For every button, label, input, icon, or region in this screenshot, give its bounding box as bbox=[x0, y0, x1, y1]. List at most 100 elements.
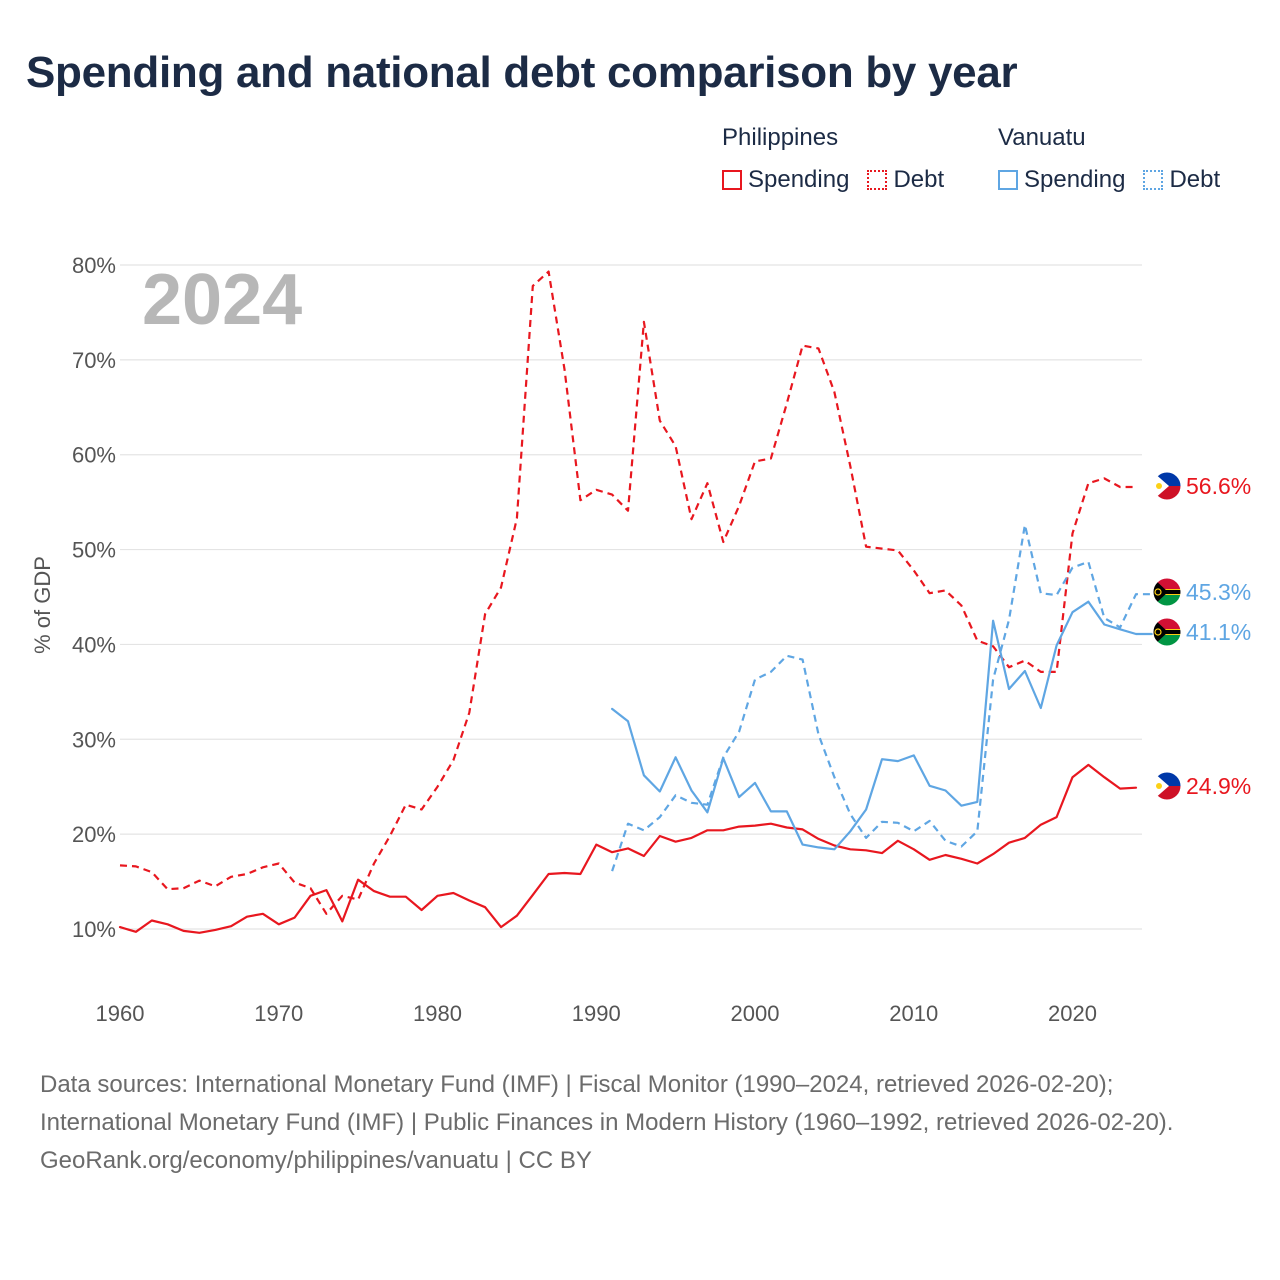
philippines-debt-point[interactable] bbox=[1101, 475, 1107, 481]
philippines-spending-point[interactable] bbox=[641, 853, 647, 859]
philippines-debt-point[interactable] bbox=[593, 487, 599, 493]
philippines-spending-point[interactable] bbox=[1085, 762, 1091, 768]
vanuatu-debt-point[interactable] bbox=[800, 657, 806, 663]
philippines-debt-point[interactable] bbox=[831, 389, 837, 395]
philippines-debt-point[interactable] bbox=[673, 443, 679, 449]
vanuatu-spending-point[interactable] bbox=[1117, 626, 1123, 632]
philippines-debt-point[interactable] bbox=[784, 401, 790, 407]
philippines-debt-point[interactable] bbox=[847, 463, 853, 469]
philippines-debt-point[interactable] bbox=[1006, 664, 1012, 670]
vanuatu-debt-point[interactable] bbox=[1085, 559, 1091, 565]
philippines-spending-point[interactable] bbox=[339, 918, 345, 924]
legend-philippines-spending[interactable]: Spending bbox=[722, 166, 849, 194]
vanuatu-debt-point[interactable] bbox=[990, 677, 996, 683]
philippines-spending-point[interactable] bbox=[498, 924, 504, 930]
philippines-spending-point[interactable] bbox=[990, 851, 996, 857]
philippines-debt-point[interactable] bbox=[196, 878, 202, 884]
vanuatu-spending-point[interactable] bbox=[720, 755, 726, 761]
vanuatu-debt-point[interactable] bbox=[1133, 591, 1139, 597]
philippines-spending-point[interactable] bbox=[133, 929, 139, 935]
philippines-spending-point[interactable] bbox=[609, 849, 615, 855]
philippines-debt-point[interactable] bbox=[704, 480, 710, 486]
vanuatu-debt-point[interactable] bbox=[609, 868, 615, 874]
vanuatu-spending-point[interactable] bbox=[816, 844, 822, 850]
vanuatu-debt-point[interactable] bbox=[673, 792, 679, 798]
philippines-spending-point[interactable] bbox=[673, 839, 679, 845]
vanuatu-spending-point[interactable] bbox=[736, 794, 742, 800]
vanuatu-debt-point[interactable] bbox=[689, 800, 695, 806]
philippines-spending-point[interactable] bbox=[466, 898, 472, 904]
philippines-debt-point[interactable] bbox=[498, 585, 504, 591]
philippines-spending-point[interactable] bbox=[292, 915, 298, 921]
philippines-spending-point[interactable] bbox=[1101, 774, 1107, 780]
philippines-debt-point[interactable] bbox=[1022, 658, 1028, 664]
vanuatu-debt-point[interactable] bbox=[784, 653, 790, 659]
philippines-debt-point[interactable] bbox=[816, 346, 822, 352]
vanuatu-debt-point[interactable] bbox=[752, 677, 758, 683]
vanuatu-debt-point[interactable] bbox=[879, 819, 885, 825]
philippines-spending-point[interactable] bbox=[1133, 785, 1139, 791]
philippines-debt-point[interactable] bbox=[482, 611, 488, 617]
vanuatu-spending-point[interactable] bbox=[784, 808, 790, 814]
vanuatu-spending-point[interactable] bbox=[958, 803, 964, 809]
philippines-spending-point[interactable] bbox=[149, 918, 155, 924]
vanuatu-spending-point[interactable] bbox=[800, 842, 806, 848]
philippines-spending-point[interactable] bbox=[847, 846, 853, 852]
philippines-debt-point[interactable] bbox=[355, 897, 361, 903]
legend-vanuatu-debt[interactable]: Debt bbox=[1143, 166, 1220, 194]
philippines-spending-point[interactable] bbox=[196, 930, 202, 936]
philippines-spending-point[interactable] bbox=[403, 894, 409, 900]
philippines-spending-point[interactable] bbox=[657, 833, 663, 839]
philippines-debt-point[interactable] bbox=[276, 861, 282, 867]
philippines-spending-point[interactable] bbox=[482, 904, 488, 910]
philippines-spending-point[interactable] bbox=[514, 913, 520, 919]
credit-link[interactable]: GeoRank.org/economy/philippines/vanuatu … bbox=[40, 1147, 592, 1174]
vanuatu-spending-point[interactable] bbox=[974, 799, 980, 805]
philippines-spending-point[interactable] bbox=[689, 835, 695, 841]
philippines-debt-point[interactable] bbox=[1070, 530, 1076, 536]
philippines-spending-point[interactable] bbox=[1022, 835, 1028, 841]
philippines-debt-point[interactable] bbox=[657, 418, 663, 424]
philippines-spending-point[interactable] bbox=[593, 842, 599, 848]
philippines-spending-point[interactable] bbox=[736, 824, 742, 830]
philippines-debt-point[interactable] bbox=[530, 283, 536, 289]
philippines-spending-point[interactable] bbox=[562, 870, 568, 876]
philippines-spending-point[interactable] bbox=[308, 893, 314, 899]
philippines-spending-point[interactable] bbox=[1117, 786, 1123, 792]
vanuatu-spending-point[interactable] bbox=[609, 706, 615, 712]
philippines-debt-point[interactable] bbox=[720, 539, 726, 545]
vanuatu-debt-point[interactable] bbox=[943, 838, 949, 844]
philippines-spending-line[interactable] bbox=[118, 763, 1138, 934]
vanuatu-spending-point[interactable] bbox=[1054, 642, 1060, 648]
philippines-debt-point[interactable] bbox=[625, 508, 631, 514]
philippines-spending-point[interactable] bbox=[768, 821, 774, 827]
philippines-spending-point[interactable] bbox=[625, 845, 631, 851]
philippines-spending-point[interactable] bbox=[546, 871, 552, 877]
philippines-spending-point[interactable] bbox=[450, 890, 456, 896]
philippines-debt-point[interactable] bbox=[387, 833, 393, 839]
philippines-debt-point[interactable] bbox=[339, 893, 345, 899]
philippines-debt-point[interactable] bbox=[435, 784, 441, 790]
vanuatu-debt-point[interactable] bbox=[958, 844, 964, 850]
philippines-debt-point[interactable] bbox=[752, 458, 758, 464]
vanuatu-spending-point[interactable] bbox=[847, 828, 853, 834]
vanuatu-debt-point[interactable] bbox=[625, 821, 631, 827]
vanuatu-spending-point[interactable] bbox=[1070, 609, 1076, 615]
philippines-debt-point[interactable] bbox=[419, 807, 425, 813]
vanuatu-spending-point[interactable] bbox=[927, 783, 933, 789]
vanuatu-spending-point[interactable] bbox=[673, 754, 679, 760]
philippines-spending-point[interactable] bbox=[784, 825, 790, 831]
vanuatu-spending-point[interactable] bbox=[1085, 599, 1091, 605]
philippines-debt-point[interactable] bbox=[228, 874, 234, 880]
vanuatu-debt-line[interactable] bbox=[611, 523, 1152, 872]
philippines-debt-point[interactable] bbox=[609, 492, 615, 498]
vanuatu-spending-point[interactable] bbox=[768, 808, 774, 814]
philippines-spending-point[interactable] bbox=[1006, 840, 1012, 846]
philippines-spending-point[interactable] bbox=[863, 847, 869, 853]
vanuatu-debt-point[interactable] bbox=[1038, 590, 1044, 596]
philippines-spending-point[interactable] bbox=[958, 856, 964, 862]
vanuatu-spending-point[interactable] bbox=[831, 846, 837, 852]
philippines-debt-point[interactable] bbox=[212, 883, 218, 889]
vanuatu-debt-point[interactable] bbox=[1022, 522, 1028, 528]
philippines-debt-point[interactable] bbox=[450, 757, 456, 763]
